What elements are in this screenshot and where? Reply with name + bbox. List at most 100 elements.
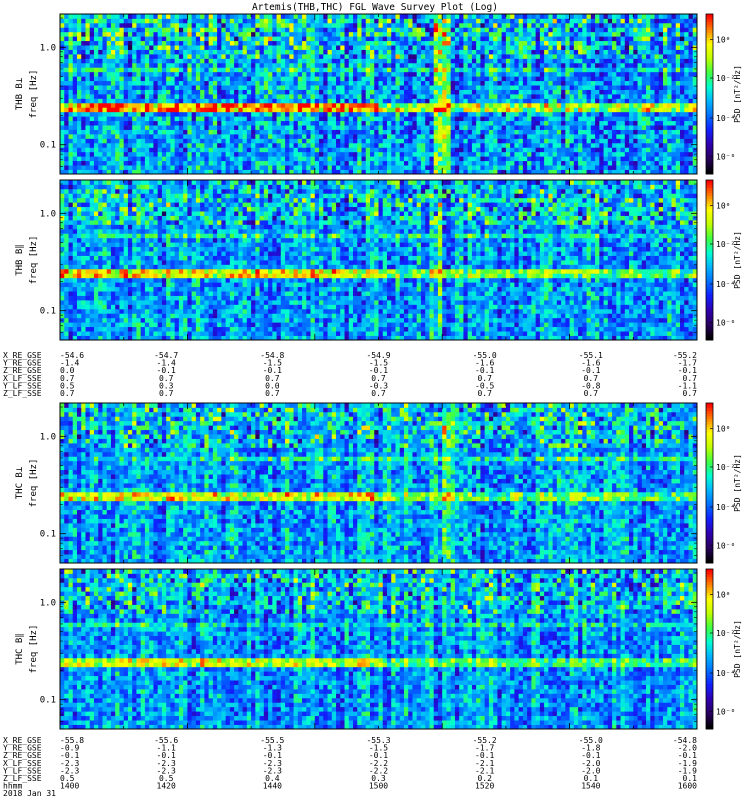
ephem-value: -54.8 [673, 736, 697, 745]
ephem-value: -2.2 [369, 766, 388, 775]
ephem-value: -54.9 [366, 351, 390, 360]
ephem-value: -54.7 [154, 351, 178, 360]
ephem-value: -0.1 [581, 366, 600, 375]
colorbar-label: PSD [nT²/Hz] [733, 65, 742, 123]
panel-label: THC B⊥ [15, 466, 25, 499]
ephem-value: 0.1 [584, 774, 599, 783]
ephem-value: -54.6 [60, 351, 84, 360]
ephem-value: -55.0 [579, 736, 603, 745]
y-tick-label: 0.1 [40, 530, 56, 540]
y-tick-label: 1.0 [40, 598, 56, 608]
ephem-value: -0.1 [263, 366, 282, 375]
y-tick-label: 0.1 [40, 696, 56, 706]
ephem-value: -0.5 [475, 381, 494, 390]
ephem-value: -0.1 [157, 366, 176, 375]
colorbar-tick-label: 10⁰ [716, 591, 730, 600]
ephem-value: 0.7 [683, 374, 698, 383]
ephem-value: -0.1 [678, 751, 697, 760]
ephem-row-label: X_LF_SSE [3, 374, 42, 383]
ephem-value: 0.7 [477, 389, 492, 398]
y-tick-label: 0.1 [40, 141, 56, 151]
ephem-value: -55.0 [473, 351, 497, 360]
ephem-value: -0.1 [157, 751, 176, 760]
ephem-row-label: Y_RE_GSE [3, 744, 42, 753]
ephem-value: 0.3 [371, 774, 386, 783]
ephem-value: -1.4 [60, 359, 79, 368]
ephem-value: -1.5 [263, 359, 282, 368]
ephem-value: -54.8 [260, 351, 284, 360]
ephem-value: 1400 [60, 782, 79, 791]
ephem-value: -2.3 [60, 759, 79, 768]
panel-label: THB B∥ [15, 244, 25, 276]
colorbar-label: PSD [nT²/Hz] [733, 620, 742, 678]
colorbar-label: PSD [nT²/Hz] [733, 231, 742, 289]
ephem-value: -1.1 [157, 744, 176, 753]
ephem-value: -2.3 [263, 759, 282, 768]
ephem-value: -2.0 [678, 744, 697, 753]
spectrogram-panel: 1.0 0.1 THC B⊥ freq [Hz] 10⁰ 10⁻² 10⁻⁴ 10⁻⁶ PSD … [15, 402, 742, 564]
ephem-row-label: X_RE_GSE [3, 736, 42, 745]
spectrogram-panels: 1.0 0.1 THB B⊥ freq [Hz] 10⁰ 10⁻² 10⁻⁴ 10⁻⁶ PSD … [15, 13, 742, 730]
spectrogram-panel: 1.0 0.1 THC B∥ freq [Hz] 10⁰ 10⁻² 10⁻⁴ 10⁻⁶ PSD … [15, 568, 742, 730]
colorbar-tick-label: 10⁻⁴ [716, 280, 735, 289]
ephem-value: -55.6 [154, 736, 178, 745]
ephem-row-label: 2018 Jan 31 [3, 789, 56, 798]
colorbar-tick-label: 10⁻² [716, 463, 735, 472]
ephem-row-label: Y_LF_SSE [3, 766, 42, 775]
ephem-value: -55.5 [260, 736, 284, 745]
ephem-value: 1420 [157, 782, 176, 791]
colorbar-tick-label: 10⁰ [716, 425, 730, 434]
spectrogram-panel: 1.0 0.1 THB B∥ freq [Hz] 10⁰ 10⁻² 10⁻⁴ 10⁻⁶ PSD … [15, 179, 742, 341]
colorbar-label: PSD [nT²/Hz] [733, 454, 742, 512]
spectrogram-cells [60, 569, 697, 729]
spectrogram-cells [60, 403, 697, 563]
ephem-row-label: Z_LF_SSE [3, 389, 42, 398]
ephem-value: -2.3 [60, 766, 79, 775]
ephem-row-label: Y_RE_GSE [3, 359, 42, 368]
ephem-value: -1.9 [678, 759, 697, 768]
ephem-row-label: X_LF_SSE [3, 759, 42, 768]
ephem-value: 0.0 [265, 381, 280, 390]
ephem-value: 0.3 [159, 381, 174, 390]
colorbar: 10⁰ 10⁻² 10⁻⁴ 10⁻⁶ PSD [nT²/Hz] [705, 179, 742, 341]
ephem-value: -1.7 [678, 359, 697, 368]
ephem-value: -1.9 [678, 766, 697, 775]
ephem-value: 0.7 [584, 374, 599, 383]
ephem-value: -1.7 [475, 744, 494, 753]
ephem-value: 1540 [581, 782, 600, 791]
ephem-row-label: Z_RE_GSE [3, 751, 42, 760]
ephem-value: -1.6 [581, 359, 600, 368]
ephem-row-label: X_RE_GSE [3, 351, 42, 360]
ephem-value: 0.7 [371, 374, 386, 383]
ephem-value: -2.3 [263, 766, 282, 775]
ephem-value: -1.3 [263, 744, 282, 753]
ephem-value: -0.1 [369, 366, 388, 375]
ephem-value: -0.1 [678, 366, 697, 375]
ephem-value: -55.1 [579, 351, 603, 360]
y-tick-label: 1.0 [40, 432, 56, 442]
colorbar-tick-label: 10⁻⁴ [716, 503, 735, 512]
ephem-value: 0.7 [265, 389, 280, 398]
spectrogram-panel: 1.0 0.1 THB B⊥ freq [Hz] 10⁰ 10⁻² 10⁻⁴ 10⁻⁶ PSD … [15, 13, 742, 175]
ephem-value: -2.1 [475, 766, 494, 775]
ephem-value: 0.5 [60, 774, 75, 783]
colorbar-tick-label: 10⁻⁶ [716, 541, 735, 550]
ephem-value: 0.1 [683, 774, 698, 783]
colorbar: 10⁰ 10⁻² 10⁻⁴ 10⁻⁶ PSD [nT²/Hz] [705, 13, 742, 175]
ephem-value: -0.1 [369, 751, 388, 760]
colorbar-tick-label: 10⁻⁴ [716, 114, 735, 123]
ephem-value: -55.3 [366, 736, 390, 745]
ephem-value: -55.2 [473, 736, 497, 745]
y-axis-label: freq [Hz] [29, 625, 39, 674]
ephemeris-table-top: X_RE_GSEY_RE_GSEZ_RE_GSEX_LF_SSEY_LF_SSE… [3, 351, 697, 398]
ephem-value: -1.6 [475, 359, 494, 368]
ephem-row-label: Z_RE_GSE [3, 366, 42, 375]
ephem-row-label: Y_LF_SSE [3, 381, 42, 390]
ephem-row-label: Z_LF_SSE [3, 774, 42, 783]
ephem-value: 0.7 [60, 389, 75, 398]
ephemeris-table-bottom: X_RE_GSEY_RE_GSEZ_RE_GSEX_LF_SSEY_LF_SSE… [3, 736, 697, 798]
ephem-value: -1.5 [369, 359, 388, 368]
ephem-value: -1.1 [678, 381, 697, 390]
ephem-value: 0.7 [584, 389, 599, 398]
